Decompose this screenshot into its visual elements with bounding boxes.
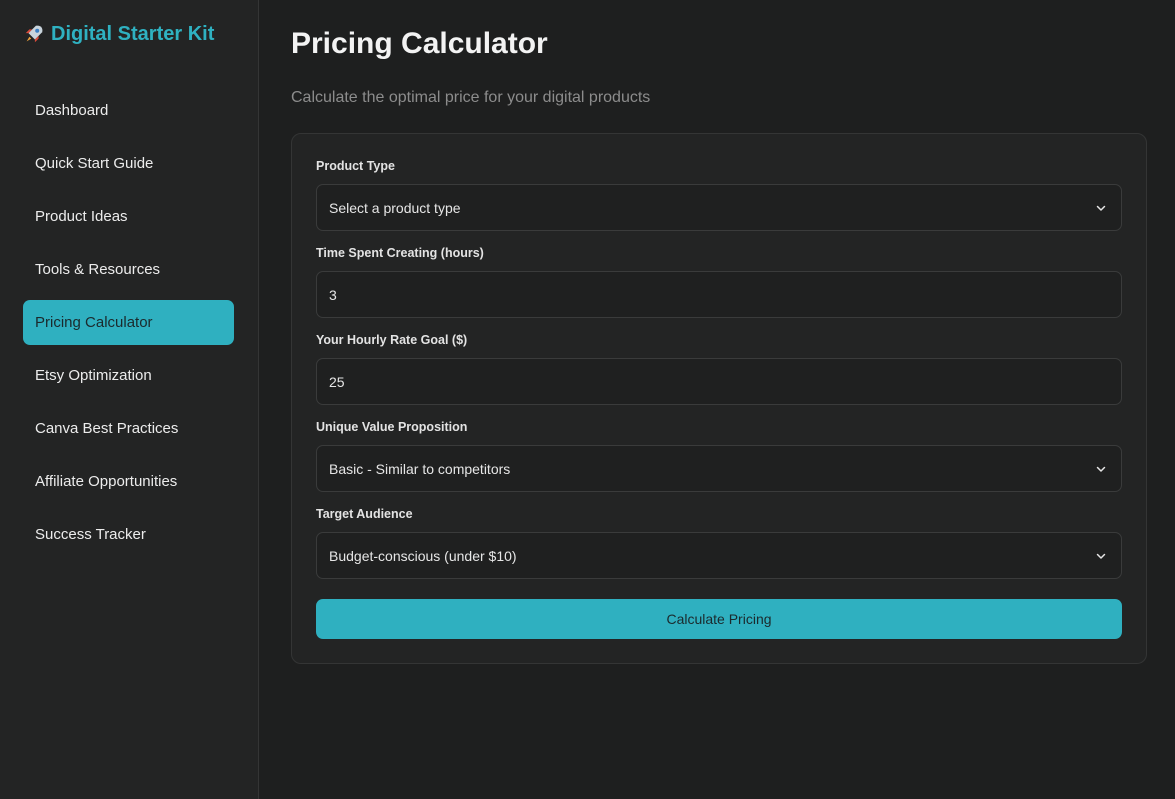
product-type-value: Select a product type: [329, 199, 461, 216]
sidebar-item-affiliate-opportunities[interactable]: Affiliate Opportunities: [35, 473, 178, 490]
brand-title: Digital Starter Kit: [51, 22, 215, 45]
page-subtitle: Calculate the optimal price for your dig…: [291, 89, 651, 106]
chevron-down-icon: [1096, 205, 1106, 211]
sidebar-item-quick-start-guide[interactable]: Quick Start Guide: [35, 155, 154, 172]
time-spent-input-wrapper: [316, 271, 1122, 318]
time-spent-field: Time Spent Creating (hours): [316, 245, 1122, 318]
calculate-pricing-button[interactable]: Calculate Pricing: [316, 599, 1122, 639]
sidebar-item-etsy-optimization[interactable]: Etsy Optimization: [35, 367, 152, 384]
rocket-icon: [25, 25, 43, 43]
hourly-rate-input[interactable]: [329, 373, 1109, 390]
product-type-select[interactable]: Select a product type: [316, 184, 1122, 231]
chevron-down-icon: [1096, 553, 1106, 559]
hourly-rate-label: Your Hourly Rate Goal ($): [316, 333, 468, 347]
value-prop-select[interactable]: Basic - Similar to competitors: [316, 445, 1122, 492]
sidebar-item-success-tracker[interactable]: Success Tracker: [35, 526, 146, 543]
time-spent-label: Time Spent Creating (hours): [316, 246, 484, 260]
audience-label: Target Audience: [316, 507, 413, 521]
page-title: Pricing Calculator: [291, 27, 548, 60]
sidebar-item-canva-best-practices[interactable]: Canva Best Practices: [35, 420, 179, 437]
sidebar-item-pricing-calculator[interactable]: Pricing Calculator: [23, 300, 234, 345]
chevron-down-icon: [1096, 466, 1106, 472]
sidebar: Digital Starter Kit Dashboard Quick Star…: [0, 0, 259, 799]
sidebar-item-tools-resources[interactable]: Tools & Resources: [35, 261, 161, 278]
sidebar-item-dashboard[interactable]: Dashboard: [35, 102, 109, 119]
hourly-rate-input-wrapper: [316, 358, 1122, 405]
pricing-form-card: Product Type Select a product type Time …: [291, 133, 1147, 664]
audience-field: Target Audience Budget-conscious (under …: [316, 506, 1122, 579]
main-content: Pricing Calculator Calculate the optimal…: [259, 0, 1175, 799]
brand[interactable]: Digital Starter Kit: [23, 18, 234, 50]
product-type-label: Product Type: [316, 159, 395, 173]
time-spent-input[interactable]: [329, 286, 1109, 303]
value-prop-value: Basic - Similar to competitors: [329, 460, 511, 477]
audience-value: Budget-conscious (under $10): [329, 547, 517, 564]
audience-select[interactable]: Budget-conscious (under $10): [316, 532, 1122, 579]
value-prop-field: Unique Value Proposition Basic - Similar…: [316, 419, 1122, 492]
sidebar-nav: Dashboard Quick Start Guide Product Idea…: [23, 88, 234, 557]
value-prop-label: Unique Value Proposition: [316, 420, 468, 434]
sidebar-item-product-ideas[interactable]: Product Ideas: [35, 208, 128, 225]
product-type-field: Product Type Select a product type: [316, 158, 1122, 231]
hourly-rate-field: Your Hourly Rate Goal ($): [316, 332, 1122, 405]
